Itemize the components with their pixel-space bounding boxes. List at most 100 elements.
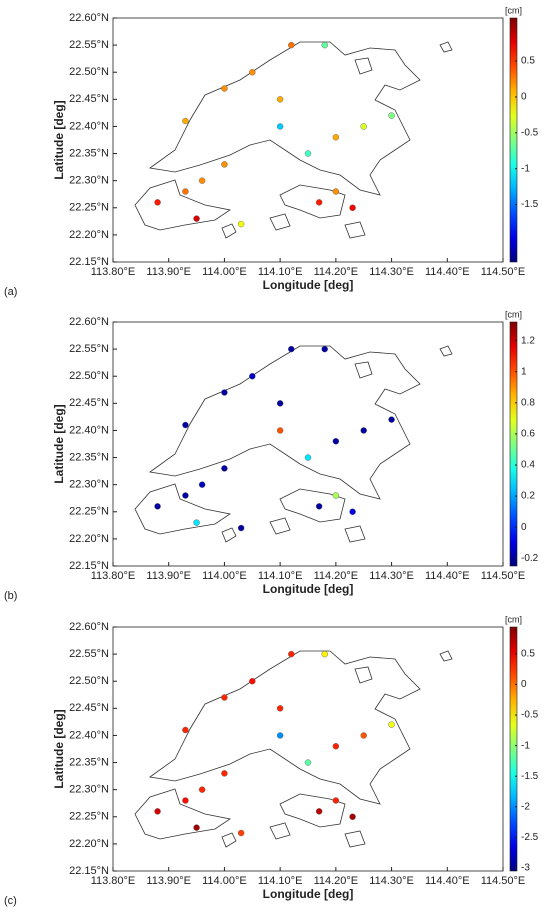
y-tick-label: 22.50°N [69, 66, 109, 78]
data-point [349, 813, 356, 820]
data-point [276, 96, 284, 103]
data-point [360, 123, 367, 130]
data-point [304, 454, 312, 461]
data-point [349, 508, 356, 515]
colorbar-tick-label: 0.5 [521, 56, 535, 67]
panel-label: (a) [4, 286, 17, 298]
y-tick-label: 22.60°N [69, 316, 109, 328]
data-point [249, 678, 256, 685]
y-tick-label: 22.55°N [69, 648, 109, 660]
colorbar-tick-label: -1.5 [521, 771, 539, 782]
data-point [193, 215, 200, 222]
data-point [332, 797, 340, 804]
y-tick-label: 22.15°N [69, 560, 109, 572]
y-tick-label: 22.25°N [69, 506, 109, 518]
x-axis-label: Longitude [deg] [263, 278, 354, 292]
colorbar-tick-label: -2.5 [521, 832, 539, 843]
data-point [237, 829, 245, 837]
y-tick-label: 22.25°N [69, 811, 109, 823]
x-axis-label: Longitude [deg] [263, 582, 354, 596]
data-point [182, 492, 189, 499]
data-point [276, 400, 284, 407]
coastline [134, 41, 453, 239]
colorbar-tick-label: -2 [521, 801, 530, 812]
y-tick-label: 22.35°N [69, 451, 109, 463]
data-point [321, 345, 328, 353]
colorbar-tick-label: -0.5 [521, 127, 539, 138]
y-tick-label: 22.45°N [69, 702, 109, 714]
colorbar-tick-label: -3 [521, 863, 530, 874]
data-point [388, 721, 395, 728]
plot-area [112, 321, 504, 567]
panel-label: (b) [4, 590, 17, 602]
colorbar [509, 17, 518, 263]
colorbar [509, 321, 518, 567]
x-tick-label: 114.00°E [202, 875, 247, 887]
colorbar-label: [cm] [505, 5, 522, 15]
data-point [154, 808, 161, 815]
data-point [304, 759, 312, 766]
x-tick-label: 114.20°E [314, 570, 359, 582]
data-point [288, 345, 295, 353]
data-point [332, 492, 340, 499]
colorbar-tick-label: 0.5 [521, 649, 535, 660]
data-point [193, 824, 200, 831]
y-tick-label: 22.45°N [69, 397, 109, 409]
data-point [237, 524, 245, 532]
colorbar-tick-label: -0.5 [521, 710, 539, 721]
x-tick-label: 113.90°E [146, 570, 191, 582]
x-tick-label: 114.30°E [369, 875, 414, 887]
colorbar-label: [cm] [505, 309, 522, 319]
data-point [315, 503, 323, 510]
y-tick-label: 22.55°N [69, 39, 109, 51]
panel-label: (c) [4, 895, 17, 907]
colorbar-tick-label: 0.6 [521, 429, 535, 440]
y-axis-label: Latitude [deg] [52, 709, 66, 788]
plot-area [112, 17, 504, 263]
colorbar-tick-label: 0.2 [521, 491, 535, 502]
colorbar-tick-label: -1 [521, 740, 530, 751]
y-tick-label: 22.60°N [69, 12, 109, 24]
data-point [276, 123, 284, 130]
data-point [276, 427, 284, 434]
colorbar-label: [cm] [505, 614, 522, 624]
y-tick-label: 22.15°N [69, 865, 109, 877]
y-axis-label: Latitude [deg] [52, 404, 66, 483]
data-point [198, 481, 206, 488]
x-tick-label: 114.50°E [481, 875, 526, 887]
y-tick-label: 22.40°N [69, 729, 109, 741]
data-point [349, 204, 356, 211]
data-point [388, 416, 395, 423]
y-tick-label: 22.30°N [69, 175, 109, 187]
y-tick-label: 22.20°N [69, 229, 109, 241]
y-tick-label: 22.50°N [69, 675, 109, 687]
data-point [315, 199, 323, 206]
y-tick-label: 22.50°N [69, 370, 109, 382]
data-point [315, 808, 323, 815]
y-tick-label: 22.30°N [69, 784, 109, 796]
data-point [332, 134, 340, 141]
colorbar-tick-label: 0 [521, 522, 527, 533]
data-point [221, 85, 228, 92]
x-tick-label: 113.80°E [91, 570, 136, 582]
data-point [182, 797, 189, 804]
coastline [134, 345, 453, 543]
data-point [321, 41, 328, 49]
data-point [276, 732, 284, 739]
y-tick-label: 22.35°N [69, 147, 109, 159]
y-tick-label: 22.55°N [69, 343, 109, 355]
x-tick-label: 114.00°E [202, 266, 247, 278]
x-tick-label: 114.30°E [369, 266, 414, 278]
colorbar-tick-label: -1 [521, 163, 530, 174]
colorbar-tick-label: 0 [521, 679, 527, 690]
data-point [288, 650, 295, 658]
data-point [182, 726, 189, 734]
y-tick-label: 22.15°N [69, 256, 109, 268]
colorbar-tick-label: 0 [521, 92, 527, 103]
data-point [249, 69, 256, 76]
data-point [237, 220, 245, 228]
y-tick-label: 22.35°N [69, 756, 109, 768]
x-tick-label: 114.30°E [369, 570, 414, 582]
x-tick-label: 113.80°E [91, 875, 136, 887]
y-axis-label: Latitude [deg] [52, 100, 66, 179]
